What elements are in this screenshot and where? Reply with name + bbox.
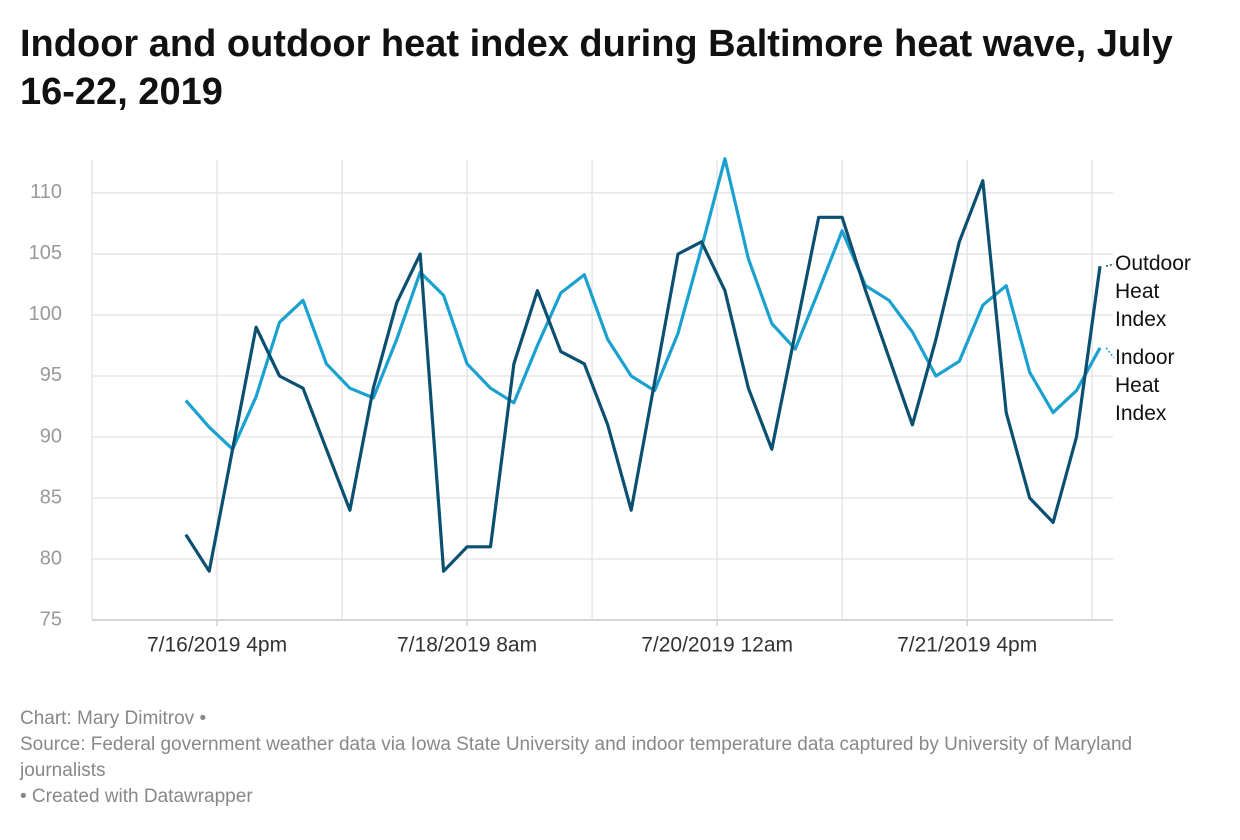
legend-label: Outdoor Heat Index <box>1115 252 1191 331</box>
tool-credit: • Created with Datawrapper <box>20 786 253 807</box>
credit: Chart: Mary Dimitrov • <box>20 708 207 729</box>
footer: Chart: Mary Dimitrov • Source: Federal g… <box>20 706 1210 810</box>
y-tick-label: 110 <box>30 181 62 203</box>
y-tick-label: 100 <box>29 303 62 325</box>
x-tick-label: 7/21/2019 4pm <box>897 634 1037 657</box>
y-tick-label: 85 <box>40 486 62 508</box>
x-tick-label: 7/18/2019 8am <box>397 634 537 657</box>
series-line <box>184 179 1102 573</box>
y-tick-label: 105 <box>29 242 62 264</box>
chart-title: Indoor and outdoor heat index during Bal… <box>20 23 1173 113</box>
series-line <box>184 157 1102 451</box>
y-tick-label: 95 <box>40 364 62 386</box>
source: Source: Federal government weather data … <box>20 734 1133 781</box>
y-tick-label: 75 <box>40 608 62 630</box>
y-tick-label: 90 <box>40 425 62 447</box>
y-tick-label: 80 <box>40 547 62 569</box>
legend-connector <box>1105 347 1115 359</box>
legend-connector <box>1105 263 1115 267</box>
x-tick-label: 7/20/2019 12am <box>641 634 793 657</box>
x-tick-label: 7/16/2019 4pm <box>147 634 287 657</box>
legend-label: Indoor Heat Index <box>1115 345 1175 424</box>
